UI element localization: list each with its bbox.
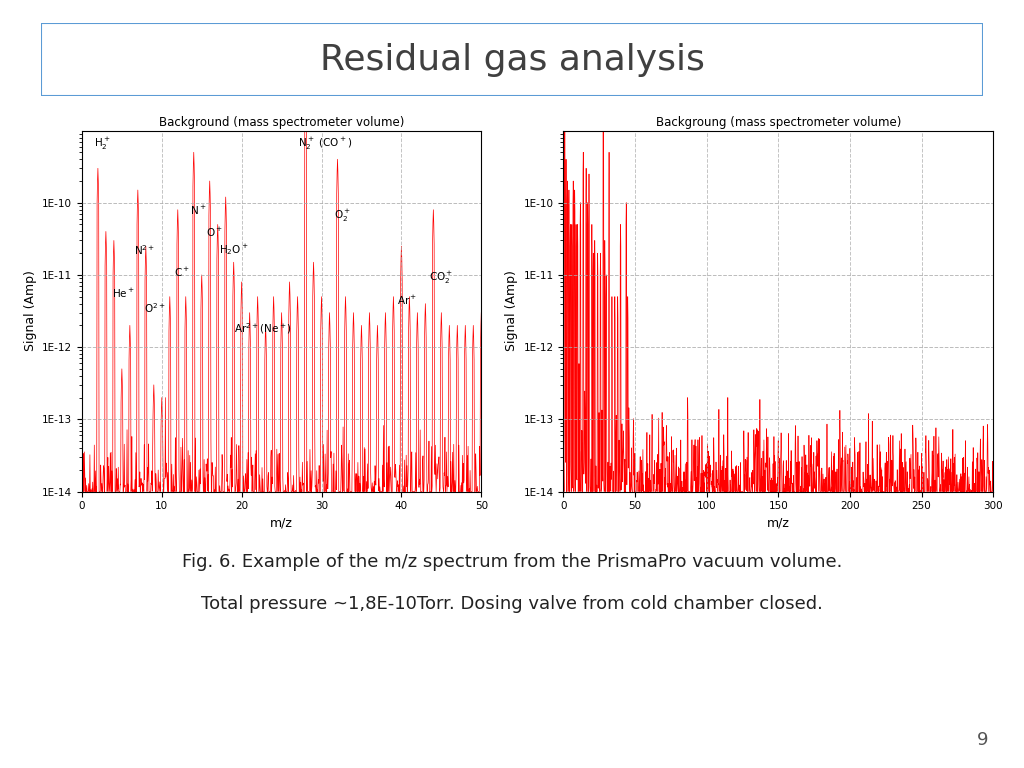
- Text: O$^{2+}$: O$^{2+}$: [144, 301, 166, 315]
- Text: CO$_2^+$: CO$_2^+$: [429, 270, 454, 286]
- Text: He$^+$: He$^+$: [113, 287, 135, 300]
- X-axis label: m/z: m/z: [767, 517, 790, 530]
- Title: Background (mass spectrometer volume): Background (mass spectrometer volume): [159, 117, 404, 129]
- FancyBboxPatch shape: [41, 23, 983, 96]
- Text: Fig. 6. Example of the m/z spectrum from the PrismaPro vacuum volume.: Fig. 6. Example of the m/z spectrum from…: [182, 553, 842, 571]
- Text: N$_2^+$ (CO$^+$): N$_2^+$ (CO$^+$): [298, 136, 352, 152]
- Text: H$_2$O$^+$: H$_2$O$^+$: [219, 242, 249, 257]
- Text: Total pressure ~1,8E-10Torr. Dosing valve from cold chamber closed.: Total pressure ~1,8E-10Torr. Dosing valv…: [201, 595, 823, 613]
- Y-axis label: Signal (Amp): Signal (Amp): [24, 270, 37, 352]
- Title: Backgroung (mass spectrometer volume): Backgroung (mass spectrometer volume): [655, 117, 901, 129]
- Text: C$^+$: C$^+$: [174, 266, 189, 279]
- Text: 9: 9: [977, 731, 988, 749]
- Text: N$^{2+}$: N$^{2+}$: [134, 243, 155, 257]
- Text: O$_2^+$: O$_2^+$: [334, 208, 350, 224]
- Y-axis label: Signal (Amp): Signal (Amp): [505, 270, 518, 352]
- Text: H$_2^+$: H$_2^+$: [94, 136, 111, 152]
- X-axis label: m/z: m/z: [270, 517, 293, 530]
- Text: O$^+$: O$^+$: [206, 226, 223, 239]
- Text: Ar$^{2+}$(Ne$^+$): Ar$^{2+}$(Ne$^+$): [233, 322, 292, 336]
- Text: Ar$^+$: Ar$^+$: [397, 294, 418, 307]
- Text: N$^+$: N$^+$: [189, 204, 207, 217]
- Text: Residual gas analysis: Residual gas analysis: [319, 42, 705, 77]
